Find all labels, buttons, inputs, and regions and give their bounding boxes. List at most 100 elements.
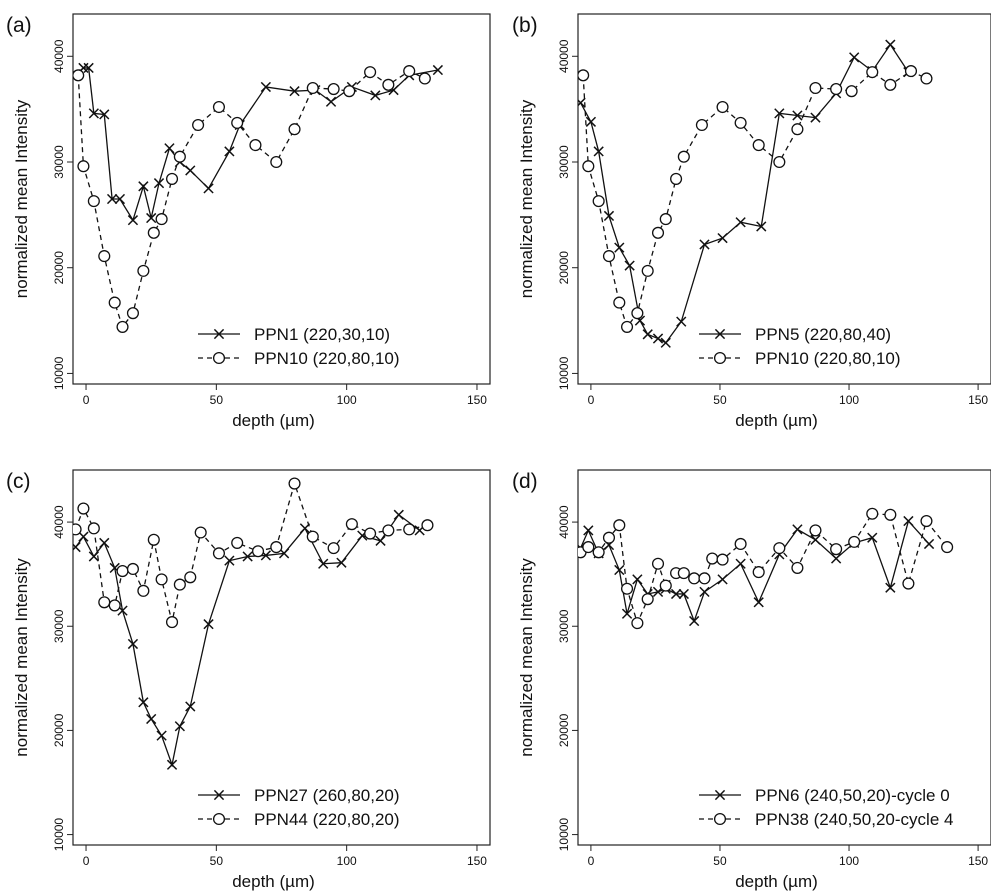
panel-2-series-1-point-21 — [885, 39, 896, 50]
panel-2-y-tick-label-1: 20000 — [557, 251, 571, 285]
panel-1-legend-item-1-marker — [213, 328, 225, 340]
panel-1-series-2-point-23 — [403, 65, 416, 78]
panel-3-series-1-point-7-stroke-b — [138, 697, 149, 708]
panel-4-series-2-point-13 — [698, 572, 711, 585]
panel-3-series-1-point-3-stroke-b — [99, 537, 110, 549]
panel-3-plot-frame — [72, 469, 491, 846]
panel-2-series-2-point-15 — [752, 139, 765, 152]
panel-4-series-1-point-20 — [830, 553, 842, 564]
panel-1-series-1-point-4 — [99, 109, 110, 120]
panel-4-series-2-point-14 — [706, 552, 719, 565]
panel-2-series-1-point-12-stroke-b — [717, 232, 728, 244]
panel-2-series-2-point-3 — [602, 250, 616, 263]
panel-3-series-1-point-11 — [174, 721, 185, 732]
panel-4-y-axis-title: normalized mean Intensity — [517, 558, 536, 757]
panel-3-series-2-point-18 — [288, 477, 301, 490]
panel-4-series-1-point-5 — [621, 608, 633, 619]
panel-3-series-1-point-20 — [336, 557, 347, 568]
panel-2-label: (b) — [512, 14, 538, 37]
panel-4-series-1-point-24-stroke-b — [903, 515, 914, 527]
panel-3-series-1-point-7 — [138, 697, 149, 708]
panel-3-y-tick-label-3: 40000 — [52, 505, 66, 539]
panel-2-series-1-point-2 — [593, 146, 604, 157]
panel-3-series-1-point-23 — [393, 509, 404, 520]
panel-4-series-2-point-21 — [830, 543, 843, 556]
panel-4-series-1-point-24 — [903, 515, 914, 527]
panel-1-series-2-point-4 — [108, 296, 121, 309]
panel-1-x-tick-label-1: 50 — [210, 393, 224, 407]
panel-2-y-tick-label-2: 30000 — [557, 145, 571, 179]
panel-4-series-2-point-7 — [641, 593, 654, 606]
panel-4-series-1-point-5-stroke-b — [621, 608, 633, 619]
panel-2-series-2-point-19 — [830, 83, 843, 96]
panel-4-series-2-point-11 — [677, 567, 690, 580]
panel-4-x-tick-label-2: 100 — [839, 854, 859, 868]
panel-3-series-2-point-9 — [155, 573, 168, 586]
panel-3-series-1-point-18 — [299, 523, 311, 534]
panel-2-series-1-point-19 — [849, 52, 860, 63]
panel-1-legend-item-1-text: PPN1 (220,30,10) — [254, 325, 390, 344]
panel-4-x-axis-title: depth (µm) — [735, 872, 818, 891]
panel-4-series-2-point-15 — [716, 553, 729, 566]
panel-2-series-1-point-16 — [792, 110, 803, 121]
panel-2-series-1-point-3 — [603, 210, 615, 222]
panel-2-series-2-point-8 — [651, 226, 665, 239]
panel-2-series-2-point-9 — [659, 213, 672, 226]
panel-4-series-2-point-18 — [773, 542, 786, 555]
panel-3-series-2-point-0 — [73, 523, 82, 536]
panel-3-series-1-point-1 — [78, 531, 89, 542]
panel-3-series-2-point-19 — [306, 530, 319, 543]
panel-3-series-1-point-19-stroke-b — [318, 558, 329, 569]
panel-1-series-2-point-0 — [73, 69, 85, 82]
panel-1-series-1-point-11 — [164, 143, 175, 154]
panel-1-y-axis-title: normalized mean Intensity — [12, 99, 31, 298]
panel-3-series-1-point-17-stroke-b — [278, 548, 290, 559]
panel-3-series-1-point-13-stroke-b — [203, 619, 214, 630]
panel-4-series-2-point-27 — [941, 541, 954, 554]
panel-1-series-1-point-6 — [114, 193, 126, 205]
panel-4-series-2-line — [580, 513, 948, 626]
panel-2-x-tick-label-0: 0 — [588, 393, 595, 407]
panel-1-legend-item-2-marker — [212, 351, 226, 365]
panel-4-series-1-point-1-stroke-b — [583, 525, 594, 536]
panel-1-series-2-point-12 — [192, 118, 205, 132]
panel-2-series-2-point-6 — [631, 307, 644, 320]
panel-3-series-1-point-12-stroke-b — [185, 701, 196, 712]
panel-4-series-2-point-16 — [734, 537, 747, 551]
panel-2-x-tick-label-3: 150 — [968, 393, 988, 407]
panel-3-series-1-point-6 — [127, 638, 139, 650]
panel-1-series-2-point-10 — [165, 172, 179, 185]
panel-2-legend-item-2-marker — [713, 351, 727, 365]
panel-3-series-1-point-0-stroke-b — [73, 541, 81, 551]
panel-3-series-2-point-14 — [212, 547, 226, 560]
panel-1-series-1-point-3 — [88, 108, 99, 119]
panel-3-series-2-point-12 — [184, 571, 197, 584]
panel-2-series-2-point-14 — [734, 116, 747, 129]
panel-3-series-1-point-8 — [146, 713, 157, 725]
panel-1-series-1-point-2-stroke-b — [83, 62, 94, 74]
panel-3-legend-item-1-text: PPN27 (260,80,20) — [254, 786, 400, 805]
panel-2-series-1-point-12 — [717, 232, 728, 244]
panel-2-legend-item-2-text: PPN10 (220,80,10) — [755, 349, 901, 368]
panel-1-series-2-point-22 — [382, 78, 395, 91]
panel-4: (d) 0 50 100 150 10000 20000 30000 40000 depth (µ… — [512, 469, 991, 891]
panel-1-series-1-point-8 — [138, 181, 149, 192]
panel-3-series-2-point-15 — [231, 536, 244, 549]
panel-1-series-1-point-25-stroke-b — [432, 64, 444, 76]
panel-2-series-2-point-22 — [884, 78, 897, 91]
panel-1-y-tick-label-1: 20000 — [52, 251, 66, 285]
panel-1-x-tick-label-3: 150 — [467, 393, 487, 407]
panel-1-series-2-point-7 — [137, 264, 150, 277]
panel-2-y-tick-label-3: 40000 — [557, 39, 571, 73]
panel-4-series-2-point-20 — [809, 524, 822, 537]
panel-2-plot-frame — [577, 13, 991, 385]
panel-2-series-2-point-20 — [845, 85, 858, 98]
panel-1-y-tick-label-2: 30000 — [52, 145, 66, 179]
panel-1-series-1-point-4-stroke-b — [99, 109, 110, 120]
panel-3-series-2-point-6 — [126, 562, 139, 576]
panel-1-series-1-point-9 — [146, 212, 157, 224]
panel-3-series-1-point-6-stroke-b — [127, 638, 139, 650]
panel-2-x-tick-label-1: 50 — [713, 393, 727, 407]
panel-4-series-1-point-15-stroke-b — [735, 558, 746, 569]
